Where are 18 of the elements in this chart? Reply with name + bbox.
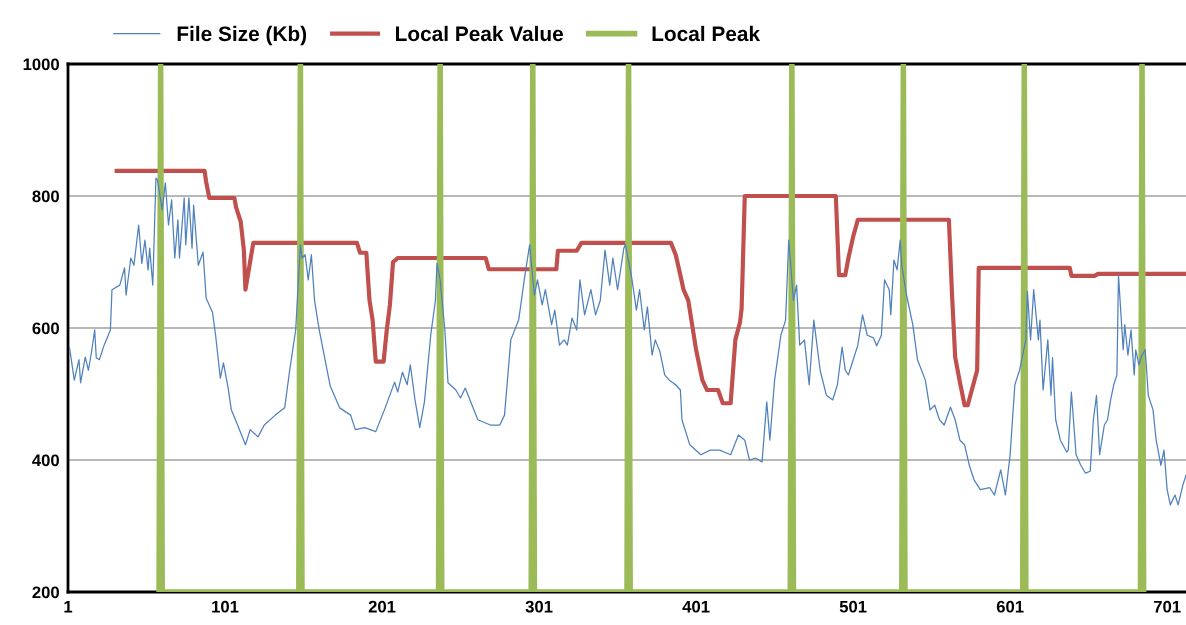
- y-tick-label: 600: [32, 322, 59, 335]
- x-tick-label: 701: [1153, 600, 1181, 613]
- y-tick-label: 400: [32, 454, 59, 467]
- y-tick-label: 800: [32, 190, 59, 203]
- line-series: [68, 177, 1186, 506]
- x-tick-label: 501: [839, 600, 867, 613]
- x-tick-label: 101: [212, 600, 239, 613]
- x-tick-label: 1: [64, 600, 73, 613]
- legend-label: File Size (Kb): [177, 25, 307, 46]
- x-tick-label: 301: [525, 600, 553, 613]
- y-tick-label: 1000: [23, 58, 59, 71]
- y-tick-label: 200: [32, 586, 59, 599]
- legend-label: Local Peak: [652, 25, 761, 42]
- x-tick-label: 601: [996, 600, 1024, 613]
- line-series: [114, 168, 1186, 408]
- legend-label: Local Peak Value: [396, 25, 563, 42]
- x-tick-label: 201: [368, 600, 396, 613]
- x-tick-label: 401: [682, 600, 710, 613]
